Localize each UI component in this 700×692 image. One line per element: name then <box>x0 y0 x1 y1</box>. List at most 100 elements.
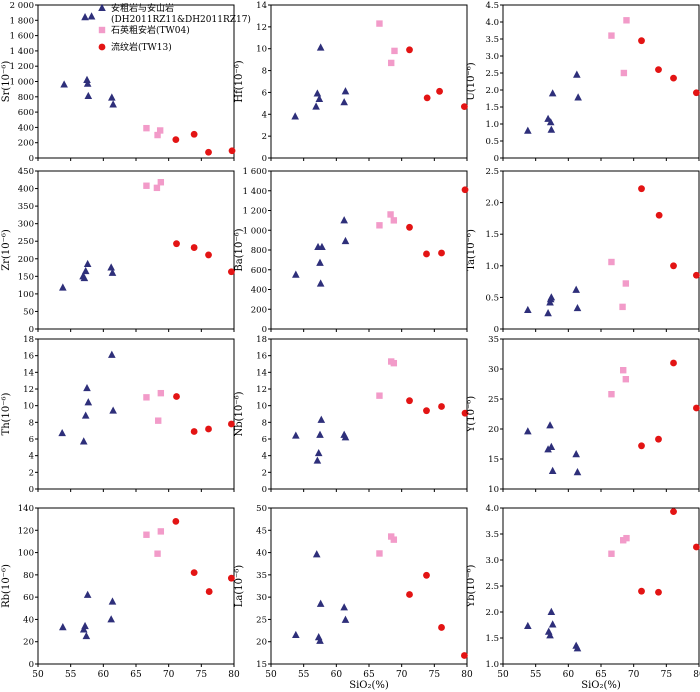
y-tick-label: 600 <box>251 266 267 276</box>
x-tick-label: 50 <box>497 670 509 680</box>
data-point <box>406 46 413 54</box>
data-point <box>438 403 445 410</box>
series-andesite <box>292 216 350 287</box>
data-point <box>608 32 615 39</box>
data-point <box>107 615 115 623</box>
y-tick-label: 25 <box>488 395 499 405</box>
data-point <box>83 259 92 268</box>
y-tick-label: 6 <box>262 88 267 98</box>
x-tick-label: 70 <box>163 670 175 680</box>
data-point <box>107 263 115 271</box>
x-tick-label: 60 <box>563 670 575 680</box>
y-tick-label: 12 <box>256 23 267 33</box>
data-point <box>83 590 92 598</box>
y-tick-label: 30 <box>488 365 499 375</box>
y-tick-label: 4 <box>29 452 34 462</box>
data-point <box>387 211 394 218</box>
data-point <box>227 574 235 582</box>
y-tick-label: 200 <box>18 255 34 265</box>
data-point <box>547 442 556 450</box>
data-point <box>524 126 532 134</box>
y-tick-label: 1 600 <box>243 167 267 177</box>
data-point <box>406 397 413 405</box>
data-point <box>173 393 180 400</box>
data-point <box>608 550 615 557</box>
data-point <box>692 404 700 412</box>
data-point <box>59 623 67 631</box>
data-point <box>143 531 150 538</box>
data-point <box>153 184 161 192</box>
panel-10: 50 55 60 65 70 75 80 0 20 40 60 80 100 120 140 Rb(10⁻⁶) <box>1 504 240 680</box>
series-quartz_trachyte <box>143 389 165 424</box>
data-point <box>390 536 398 543</box>
y-axis-label: La(10⁻⁶) <box>234 565 245 608</box>
data-point <box>608 258 615 266</box>
y-axis-label: U(10⁻⁶) <box>466 62 477 100</box>
data-point <box>173 240 180 248</box>
panel-4: 0 50 100 150 200 250 300 350 400 450 Zr(10⁻⁶) <box>1 167 235 335</box>
data-point <box>623 17 630 24</box>
data-point <box>313 456 322 464</box>
data-point <box>655 66 662 73</box>
data-point <box>79 437 88 445</box>
x-tick-label: 70 <box>628 670 640 680</box>
data-point <box>572 285 580 293</box>
y-tick-label: 25 <box>256 615 267 625</box>
plot-frame <box>37 507 235 665</box>
data-point <box>60 80 68 88</box>
y-tick-label: 6 <box>262 435 267 445</box>
data-point <box>340 603 348 611</box>
data-point <box>406 223 413 231</box>
plot-frame <box>37 170 235 330</box>
y-tick-label: 4 <box>262 452 267 462</box>
y-tick-label: 60 <box>23 593 34 603</box>
series-quartz_trachyte <box>376 20 398 67</box>
data-point <box>291 112 299 120</box>
data-point <box>108 93 116 101</box>
y-tick-label: 16 <box>23 352 34 362</box>
data-point <box>670 74 677 82</box>
data-point <box>316 258 324 266</box>
x-tick-label: 80 <box>693 670 700 680</box>
data-point <box>461 409 469 417</box>
y-tick-label: 20 <box>488 425 499 435</box>
data-point <box>623 534 630 542</box>
legend-entry-rhyolite: 流纹岩(TW13) <box>98 41 172 53</box>
panel-9: 10 15 20 25 30 35 Y(10⁻⁶) <box>466 335 700 495</box>
data-point <box>655 435 662 443</box>
y-tick-label: 0 <box>262 325 267 335</box>
x-tick-label: 55 <box>65 670 77 680</box>
y-tick-label: 50 <box>23 307 34 317</box>
y-tick-label: 3.5 <box>485 530 499 540</box>
series-andesite <box>524 70 582 134</box>
data-point <box>391 47 398 55</box>
y-tick-label: 0 <box>494 325 499 335</box>
series-quartz_trachyte <box>376 358 398 399</box>
data-point <box>227 268 235 276</box>
data-point <box>108 597 117 605</box>
y-tick-label: 0.5 <box>485 293 499 303</box>
legend-marker <box>98 26 106 34</box>
y-tick-label: 16 <box>256 352 267 362</box>
y-tick-label: 35 <box>256 571 267 581</box>
data-point <box>143 124 150 132</box>
y-tick-label: 1.5 <box>485 634 499 644</box>
data-point <box>228 147 236 155</box>
legend-label: (DH2011RZ11&DH2011RZ17) <box>111 14 251 25</box>
series-andesite <box>524 285 582 317</box>
data-point <box>546 118 555 126</box>
data-point <box>341 236 350 245</box>
y-tick-label: 1 800 <box>10 16 34 26</box>
y-tick-label: 10 <box>256 402 267 412</box>
y-tick-label: 45 <box>256 526 267 536</box>
x-tick-label: 55 <box>298 670 310 680</box>
y-tick-label: 12 <box>23 385 34 395</box>
y-tick-label: 3.0 <box>485 52 499 62</box>
y-tick-label: 14 <box>23 368 34 378</box>
data-point <box>59 283 67 291</box>
data-point <box>436 87 443 95</box>
data-point <box>423 571 430 579</box>
y-tick-label: 0 <box>262 485 267 495</box>
data-point <box>190 130 198 138</box>
